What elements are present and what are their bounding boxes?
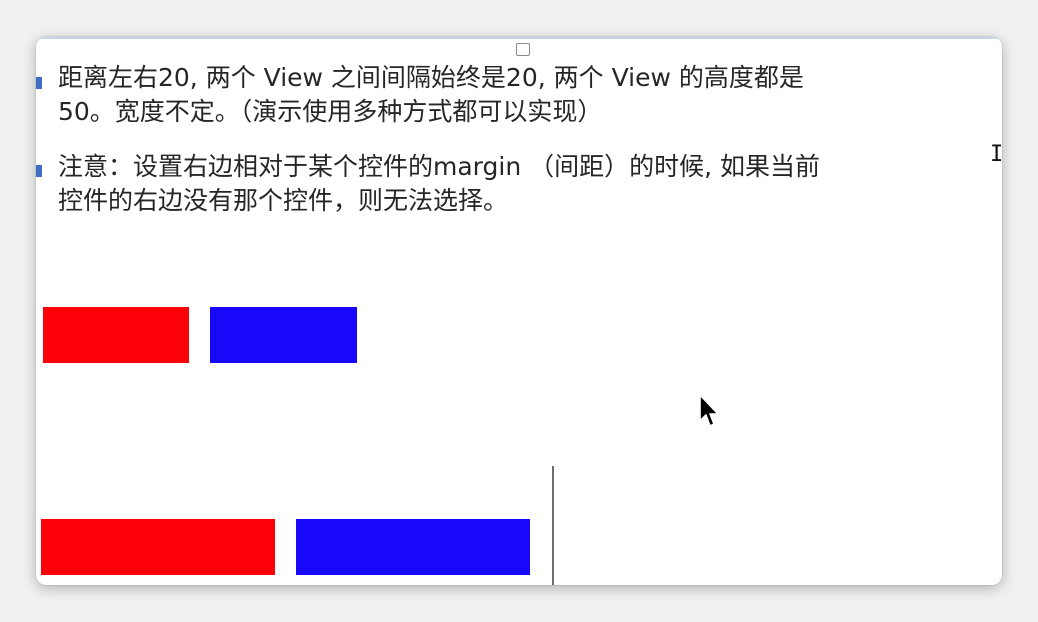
width-divider-line (552, 466, 554, 585)
blue-view-wide (296, 519, 530, 575)
note-1-line-2: 50。宽度不定。（演示使用多种方式都可以实现） (58, 97, 603, 126)
selection-border (36, 37, 1002, 39)
note-1-line-1: 距离左右20, 两个 View 之间间隔始终是20, 两个 View 的高度都是 (58, 63, 804, 92)
note-2-line-1: 注意：设置右边相对于某个控件的margin （间距）的时候, 如果当前 (58, 152, 821, 181)
bullet-marker-2 (36, 165, 42, 177)
note-1: 距离左右20, 两个 View 之间间隔始终是20, 两个 View 的高度都是… (58, 61, 1002, 129)
red-view-small (43, 307, 189, 363)
red-view-wide (41, 519, 275, 575)
text-cursor-icon: I (990, 142, 1002, 167)
note-2-line-2: 控件的右边没有那个控件，则无法选择。 (58, 186, 509, 215)
note-2: 注意：设置右边相对于某个控件的margin （间距）的时候, 如果当前 控件的右… (58, 150, 1002, 218)
blue-view-small (210, 307, 357, 363)
bullet-marker-1 (36, 77, 42, 89)
resize-handle[interactable] (516, 43, 530, 56)
mouse-pointer-icon (699, 394, 719, 427)
slide-window: 距离左右20, 两个 View 之间间隔始终是20, 两个 View 的高度都是… (36, 37, 1002, 585)
